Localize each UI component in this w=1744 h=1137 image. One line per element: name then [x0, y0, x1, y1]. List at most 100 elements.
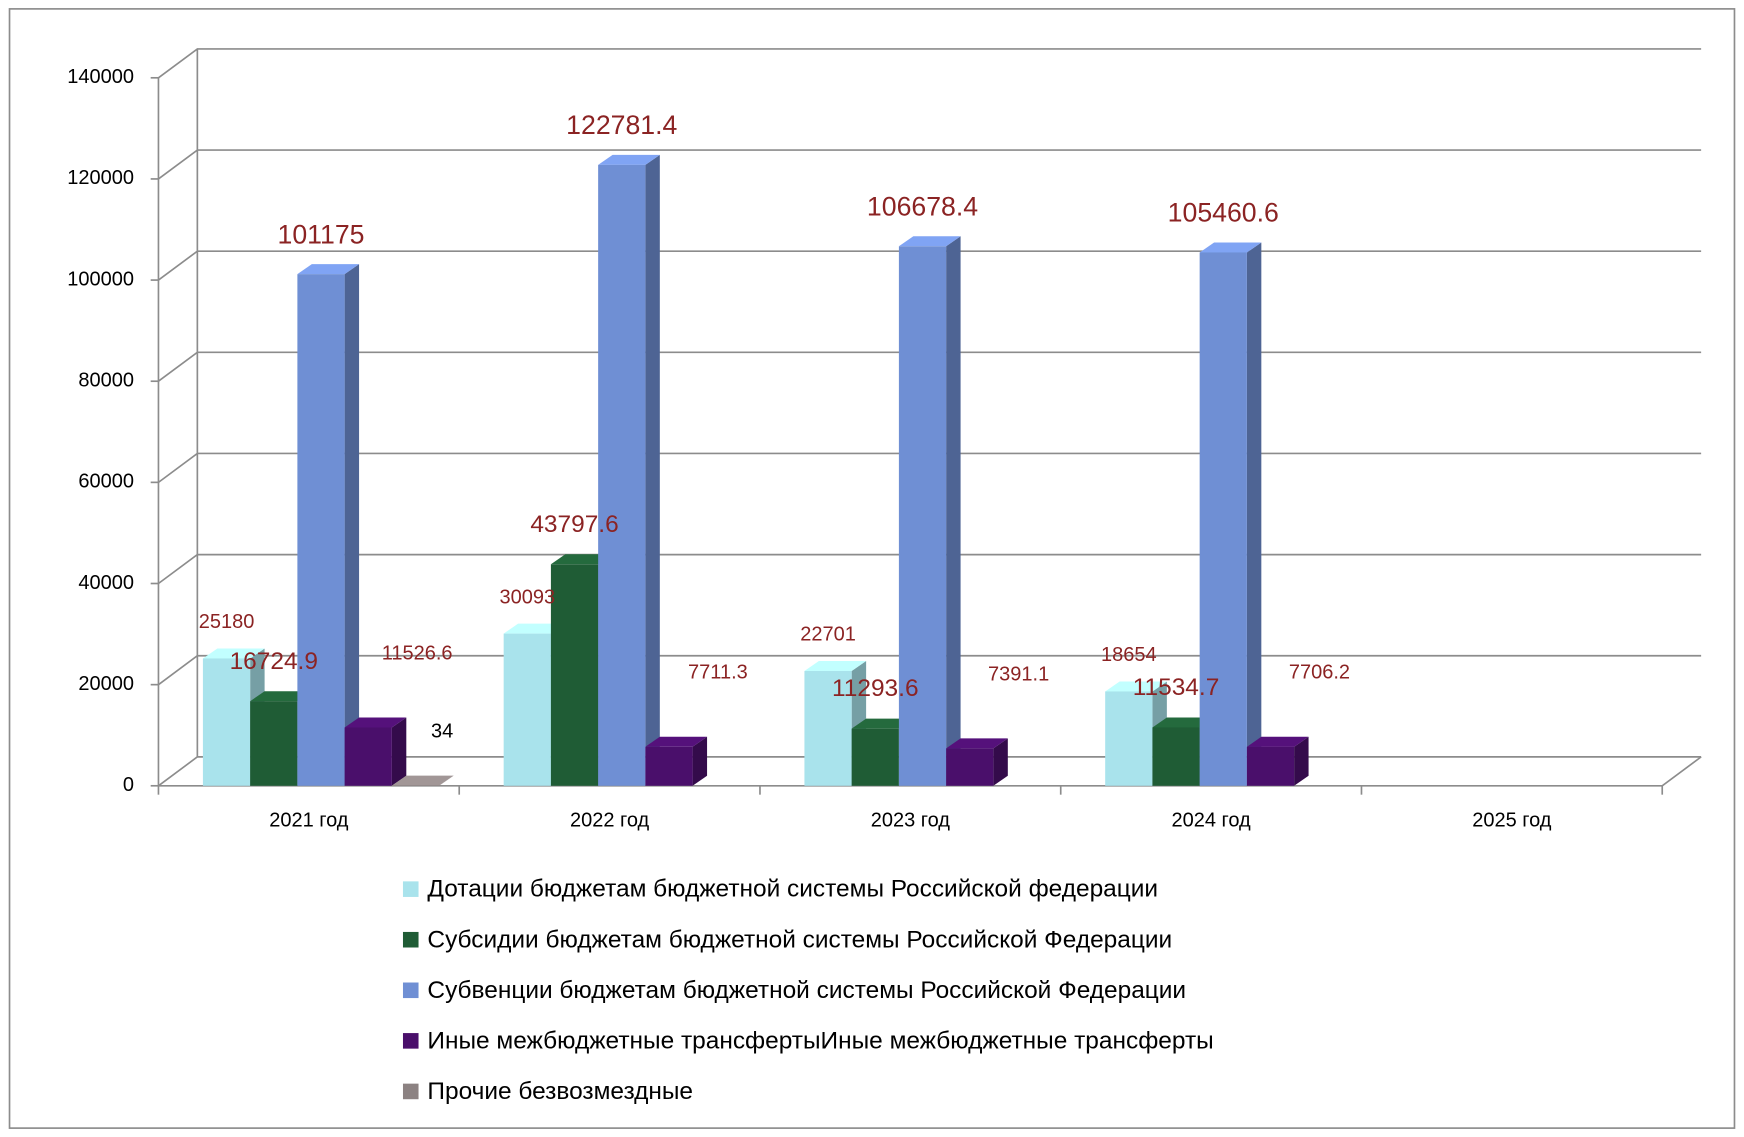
y-tick-label: 100000 — [67, 268, 134, 290]
data-label: 18654 — [1101, 644, 1157, 666]
bar — [898, 236, 961, 786]
legend-label: Субвенции бюджетам бюджетной системы Рос… — [427, 977, 1186, 1004]
y-tick-label: 80000 — [78, 370, 134, 392]
y-tick-label: 40000 — [78, 572, 134, 594]
bar — [946, 738, 1008, 786]
bar-top — [202, 648, 265, 659]
bar-front — [598, 164, 646, 786]
bar-front — [898, 246, 947, 786]
y-tick-label: 120000 — [67, 167, 134, 189]
bar — [344, 717, 407, 786]
data-label: 34 — [431, 721, 453, 743]
bar — [1199, 242, 1262, 786]
bar-top — [391, 775, 454, 786]
legend-swatch — [402, 1083, 419, 1100]
bar-front — [550, 564, 599, 786]
bar-top — [550, 554, 613, 565]
bar-front — [202, 658, 251, 786]
labels: 0 20000 40000 60000 80000 100000 120000 140000 2… — [67, 66, 1552, 832]
x-tick-label: 2024 год — [1171, 810, 1251, 832]
data-label: 22701 — [800, 624, 856, 646]
bar-front — [1152, 727, 1200, 786]
grid-line — [157, 149, 1702, 180]
data-label: 25180 — [199, 611, 255, 633]
bar-front — [645, 746, 693, 786]
bar-front — [297, 274, 345, 786]
bar-front — [1246, 746, 1295, 786]
bar-front — [391, 785, 440, 786]
legend: Дотации бюджетам бюджетной системы Росси… — [402, 876, 1214, 1105]
bar-side — [391, 717, 407, 786]
bar — [297, 264, 360, 786]
bar-front — [1105, 691, 1153, 786]
y-tick-label: 140000 — [67, 66, 134, 88]
bar-side — [946, 236, 961, 786]
bar-top — [1105, 681, 1167, 692]
bar-front — [1199, 252, 1247, 786]
bar-top — [250, 691, 312, 702]
y-tick-label: 0 — [123, 774, 134, 796]
bar-side — [645, 154, 660, 786]
legend-swatch — [402, 1033, 419, 1049]
bar — [391, 775, 454, 786]
x-tick-label: 2021 год — [269, 810, 349, 832]
bar-top — [297, 264, 360, 275]
bar-top — [344, 717, 407, 728]
bar-top — [898, 236, 961, 247]
data-label: 43797.6 — [530, 511, 618, 538]
grid-line — [157, 250, 1702, 281]
data-label: 11526.6 — [382, 642, 453, 664]
bar-front — [250, 701, 298, 786]
data-label: 106678.4 — [867, 192, 978, 222]
legend-swatch — [402, 931, 419, 948]
y-tick-label: 20000 — [78, 673, 134, 695]
bars — [202, 154, 1309, 786]
bar-top — [1246, 736, 1309, 747]
y-tick-label: 60000 — [78, 471, 134, 493]
bar-top — [946, 738, 1008, 749]
bar — [804, 660, 867, 786]
legend-label: Дотации бюджетам бюджетной системы Росси… — [427, 876, 1158, 903]
bar-front — [946, 748, 994, 786]
bar — [1246, 736, 1309, 786]
data-label: 7711.3 — [688, 662, 748, 684]
data-label: 11534.7 — [1133, 674, 1220, 701]
bar — [645, 736, 708, 786]
bar-top — [1199, 242, 1262, 253]
bar-top — [598, 154, 660, 165]
x-tick-label: 2025 год — [1472, 810, 1552, 832]
bar-side — [993, 738, 1008, 786]
legend-label: Иные межбюджетные трансфертыИные межбюдж… — [427, 1027, 1213, 1054]
data-label: 16724.9 — [230, 648, 318, 675]
bar — [598, 154, 660, 786]
x-tick-label: 2023 год — [871, 810, 951, 832]
legend-label: Прочие безвозмездные — [427, 1078, 693, 1105]
bar-front — [851, 728, 899, 786]
bar-side — [439, 775, 454, 786]
bar-front — [804, 670, 852, 786]
bar-top — [1152, 717, 1215, 728]
bar-side — [1294, 736, 1309, 786]
chart-border — [8, 8, 1736, 1129]
legend-swatch — [402, 881, 419, 897]
bar-top — [645, 736, 708, 747]
data-label: 7391.1 — [988, 663, 1049, 685]
bar-top — [804, 660, 867, 671]
bar-side — [1246, 242, 1262, 786]
grid-line — [157, 48, 1702, 79]
data-label: 122781.4 — [566, 110, 677, 140]
data-label: 11293.6 — [832, 675, 919, 702]
data-label: 101175 — [278, 219, 365, 249]
data-label: 7706.2 — [1289, 662, 1350, 684]
bar-top — [851, 718, 914, 729]
legend-label: Субсидии бюджетам бюджетной системы Росс… — [427, 926, 1172, 953]
x-tick-label: 2022 год — [570, 810, 650, 832]
bar-top — [503, 623, 566, 634]
bar-front — [503, 633, 551, 786]
data-label: 30093 — [499, 586, 555, 608]
bar-side — [692, 736, 708, 786]
bar-side — [344, 264, 360, 786]
bar-front — [344, 727, 392, 786]
